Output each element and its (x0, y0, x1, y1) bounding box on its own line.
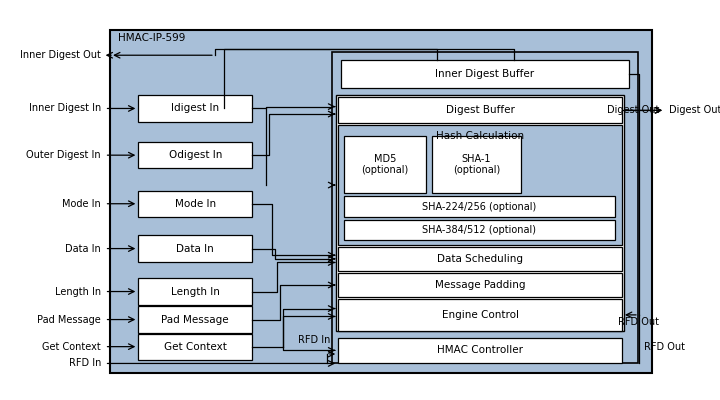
Text: Data In: Data In (176, 244, 214, 254)
Bar (138, 278, 252, 305)
Text: Mode In: Mode In (62, 199, 101, 209)
Text: Message Padding: Message Padding (435, 280, 526, 290)
Bar (138, 95, 252, 122)
Text: Inner Digest In: Inner Digest In (29, 104, 101, 114)
Bar (110, 30, 652, 373)
Text: Inner Digest Out: Inner Digest Out (20, 50, 101, 60)
Bar (138, 236, 252, 262)
Text: MD5
(optional): MD5 (optional) (361, 154, 408, 175)
Bar (431, 136, 521, 192)
Text: RFD In: RFD In (68, 358, 101, 368)
Text: Pad Message: Pad Message (37, 314, 101, 324)
Text: Outer Digest In: Outer Digest In (26, 150, 101, 160)
Text: Get Context: Get Context (42, 342, 101, 352)
Text: RFD Out: RFD Out (644, 342, 685, 352)
Text: Inner Digest Buffer: Inner Digest Buffer (435, 69, 534, 79)
Bar (338, 273, 622, 297)
Bar (338, 125, 622, 245)
Bar (338, 247, 622, 271)
Text: Engine Control: Engine Control (441, 310, 518, 320)
Bar (138, 334, 252, 360)
Text: Length In: Length In (55, 286, 101, 296)
Bar (138, 191, 252, 217)
Bar (343, 136, 426, 192)
Text: Length In: Length In (171, 286, 220, 296)
Text: Odigest In: Odigest In (168, 150, 222, 160)
Text: SHA-384/512 (optional): SHA-384/512 (optional) (422, 225, 536, 235)
Text: RFD In: RFD In (297, 334, 330, 344)
Bar (341, 60, 629, 88)
Bar (338, 338, 622, 362)
Text: Hash Calculation: Hash Calculation (436, 130, 524, 140)
Bar (343, 196, 615, 217)
Bar (336, 95, 624, 331)
Text: RFD Out: RFD Out (618, 317, 660, 327)
Text: Idigest In: Idigest In (171, 104, 220, 114)
Text: SHA-224/256 (optional): SHA-224/256 (optional) (422, 202, 536, 212)
Text: Data Scheduling: Data Scheduling (437, 254, 523, 264)
Bar (338, 299, 622, 331)
Text: HMAC-IP-599: HMAC-IP-599 (117, 34, 185, 44)
Text: Get Context: Get Context (163, 342, 227, 352)
Text: SHA-1
(optional): SHA-1 (optional) (453, 154, 500, 175)
Text: Digest Out: Digest Out (607, 105, 660, 115)
Text: Data In: Data In (65, 244, 101, 254)
Bar (343, 220, 615, 240)
Bar (138, 142, 252, 168)
Bar (332, 52, 638, 364)
Text: Pad Message: Pad Message (161, 314, 229, 324)
Text: Mode In: Mode In (175, 199, 216, 209)
Text: Digest Buffer: Digest Buffer (446, 105, 515, 115)
Text: Digest Out: Digest Out (669, 105, 720, 115)
Text: HMAC Controller: HMAC Controller (437, 345, 523, 355)
Bar (138, 306, 252, 333)
Bar (338, 97, 622, 124)
